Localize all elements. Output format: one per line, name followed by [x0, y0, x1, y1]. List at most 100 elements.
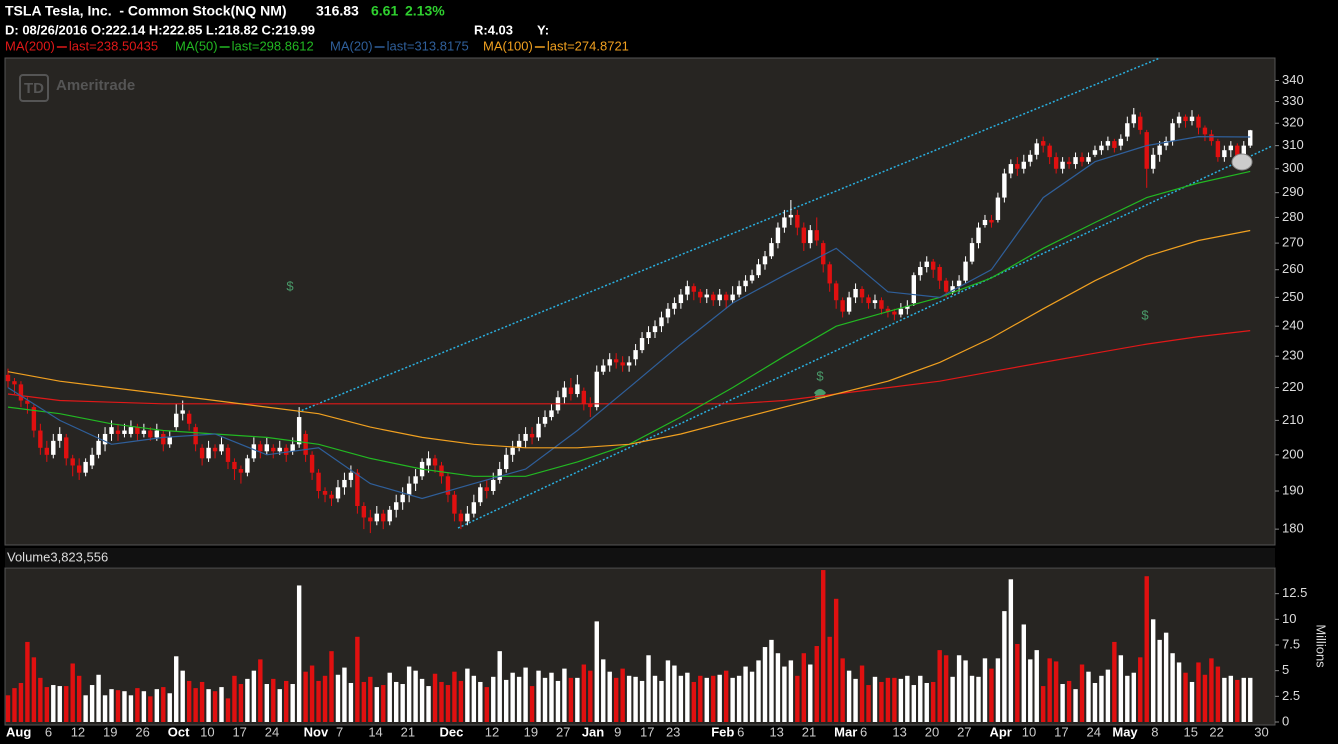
volume-bar: [361, 681, 367, 722]
candle-body: [109, 427, 114, 434]
volume-bar: [1112, 641, 1117, 722]
volume-bar: [756, 660, 761, 722]
x-tick-label: Aug: [6, 724, 31, 739]
marks: [5, 107, 1253, 722]
candle-body: [478, 487, 483, 503]
volume-bar: [989, 668, 994, 722]
volume-bar: [57, 686, 62, 722]
candle-body: [730, 294, 735, 301]
volume-bar: [1150, 619, 1156, 722]
candle-body: [1131, 114, 1136, 124]
volume-bar: [484, 687, 489, 722]
y-tick-label: 12.5: [1282, 585, 1307, 600]
candle-body: [523, 433, 528, 441]
volume-bar: [840, 658, 845, 722]
candle-body: [549, 410, 554, 418]
volume-strip: [5, 548, 1275, 567]
candle-body: [471, 502, 477, 514]
candle-body: [982, 219, 988, 226]
legend-last: last=238.50435: [69, 38, 158, 53]
candle-body: [1209, 134, 1214, 142]
candle-body: [795, 214, 800, 228]
candle-body: [115, 430, 121, 434]
volume-bar: [25, 641, 30, 722]
candle-body: [510, 447, 515, 455]
volume-bar: [1073, 689, 1078, 722]
candle-body: [316, 472, 321, 492]
candle-body: [1170, 123, 1175, 142]
candle-body: [659, 317, 664, 327]
y-tick-label: 260: [1282, 261, 1304, 276]
candle-body: [769, 243, 774, 257]
candle-body: [898, 308, 904, 315]
candle-body: [432, 458, 438, 466]
x-tick-label: 22: [1209, 724, 1223, 739]
candle-body: [51, 440, 56, 455]
legend-name: MA(20): [330, 38, 373, 53]
candle-body: [536, 423, 541, 438]
candle-body: [426, 458, 431, 466]
x-tick-label: 12: [71, 724, 85, 739]
volume-bar: [1235, 679, 1240, 722]
candle-body: [1002, 173, 1007, 198]
volume-bar: [329, 651, 334, 722]
x-tick-label: 6: [737, 724, 744, 739]
volume-bar: [1183, 672, 1188, 722]
volume-bar: [413, 670, 418, 722]
candle-body: [956, 280, 962, 287]
candle-body: [1215, 141, 1221, 158]
candle-body: [374, 513, 379, 522]
volume-bar: [613, 677, 619, 722]
candle-body: [38, 430, 43, 448]
candle-body: [613, 359, 619, 363]
x-tick-label: 8: [1151, 724, 1158, 739]
y-tick-label: 10: [1282, 611, 1296, 626]
x-tick-label: Nov: [304, 724, 329, 739]
price-panel: [4, 57, 1276, 546]
volume-bar: [212, 691, 218, 722]
candle-body: [821, 243, 826, 265]
volume-bar: [355, 636, 360, 722]
candle-body: [1079, 157, 1085, 162]
volume-bar: [969, 675, 975, 722]
change: 6.61: [371, 3, 398, 19]
candle-body: [57, 433, 62, 441]
volume-bar: [1079, 664, 1085, 722]
dividend-marker: $: [1141, 307, 1149, 322]
volume-bar: [1099, 675, 1104, 722]
candle-body: [277, 447, 282, 452]
volume-bar: [827, 636, 832, 722]
candle-body: [704, 294, 709, 298]
volume-bar: [704, 677, 709, 722]
candle-body: [1228, 145, 1234, 151]
candle-body: [698, 291, 703, 298]
candle-body: [911, 275, 916, 304]
candle-body: [1008, 164, 1014, 174]
volume-bar: [1021, 624, 1026, 722]
volume-bar: [174, 656, 179, 722]
candle-body: [685, 286, 690, 295]
volume-bar: [122, 691, 127, 722]
volume-bar: [161, 687, 166, 722]
volume-bar: [128, 695, 134, 722]
range: R:4.03: [474, 22, 513, 37]
candle-body: [1144, 132, 1149, 169]
volume-bar: [284, 680, 289, 722]
volume-bar: [1015, 643, 1020, 722]
volume-bar: [148, 696, 153, 722]
candle-body: [1073, 157, 1078, 165]
volume-bar: [568, 677, 574, 722]
candle-body: [70, 458, 75, 466]
volume-bar: [1066, 680, 1072, 722]
candle-body: [743, 280, 748, 287]
volume-bar: [491, 676, 496, 722]
candle-body: [1066, 161, 1072, 165]
volume-bar: [639, 680, 645, 722]
candle-body: [516, 440, 522, 448]
volume-bar: [1196, 662, 1201, 722]
x-tick-label: 20: [925, 724, 939, 739]
volume-bar: [1034, 650, 1039, 722]
trend-line: [457, 145, 1273, 529]
candle-body: [199, 447, 205, 459]
volume-bar: [5, 695, 11, 722]
